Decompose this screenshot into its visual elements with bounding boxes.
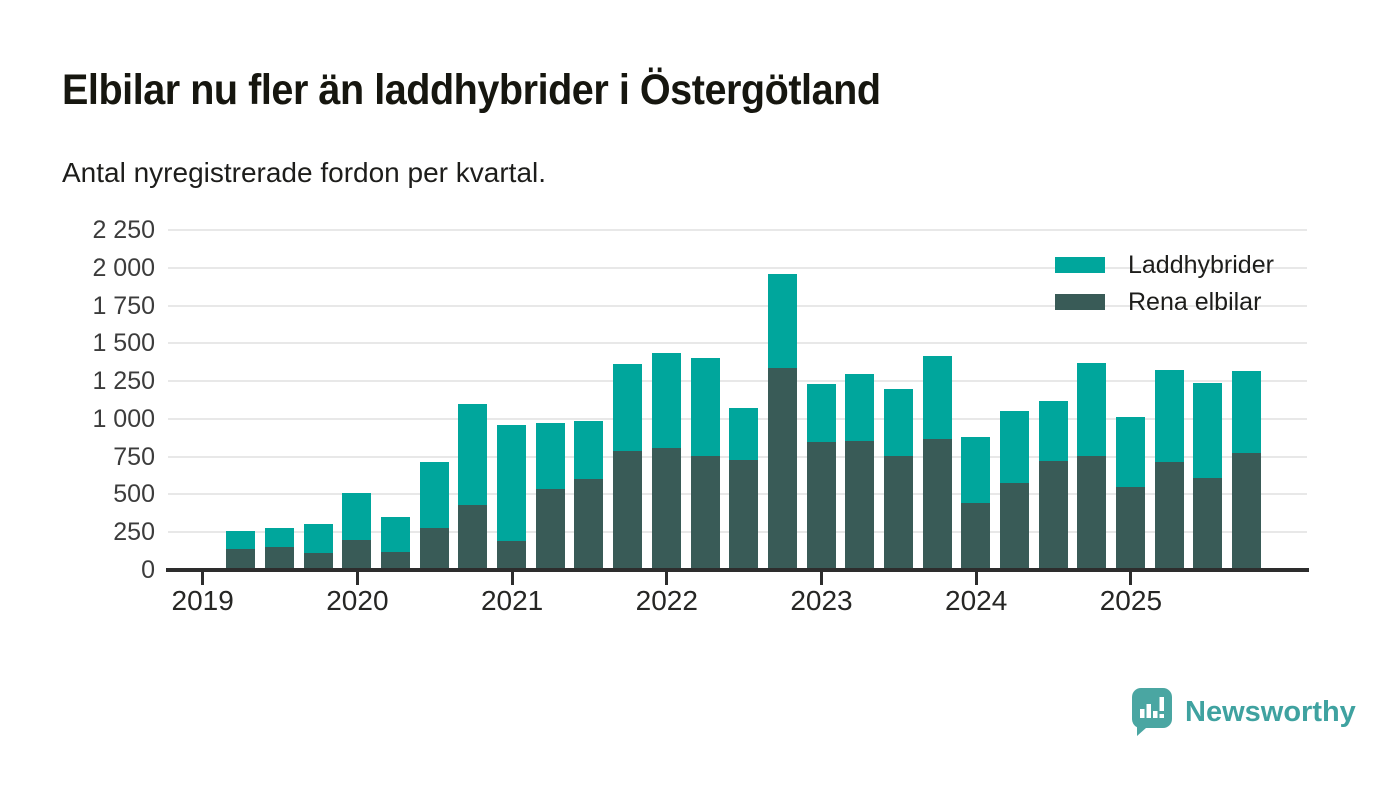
- bar-segment: [574, 421, 604, 480]
- brand-footer: Newsworthy: [1132, 688, 1356, 736]
- x-axis-tick: [1129, 570, 1133, 585]
- y-tick-label: 1 250: [92, 367, 155, 396]
- x-axis-tick: [201, 570, 205, 585]
- legend-row: Laddhybrider: [1055, 250, 1274, 280]
- gridline: [168, 304, 1307, 307]
- bar-segment: [613, 451, 643, 570]
- bar-segment: [922, 439, 952, 570]
- y-tick-label: 0: [141, 556, 155, 584]
- bar-segment: [342, 492, 372, 540]
- brand-name: Newsworthy: [1185, 695, 1356, 728]
- bar-segment: [1038, 400, 1068, 462]
- y-tick-label: 500: [113, 480, 155, 509]
- newsworthy-logo-icon: [1132, 688, 1172, 736]
- bar-segment: [690, 455, 720, 570]
- bar-segment: [1193, 477, 1223, 570]
- bar-segment: [1231, 452, 1261, 570]
- bar-segment: [613, 363, 643, 452]
- bar-segment: [381, 517, 411, 552]
- bar-segment: [651, 448, 681, 570]
- bar-segment: [497, 540, 527, 570]
- y-tick-label: 1 750: [92, 291, 155, 320]
- bar-segment: [1154, 461, 1184, 570]
- y-tick-label: 750: [113, 442, 155, 471]
- x-axis-tick: [974, 570, 978, 585]
- x-axis-tick: [510, 570, 514, 585]
- gridline: [168, 342, 1307, 345]
- bar-segment: [767, 368, 797, 570]
- legend-label: Laddhybrider: [1128, 250, 1274, 279]
- bar-segment: [1115, 417, 1145, 487]
- bar-segment: [767, 273, 797, 369]
- bar-segment: [845, 440, 875, 570]
- bar-segment: [303, 552, 333, 570]
- bar-segment: [419, 461, 449, 529]
- bar-segment: [535, 422, 565, 490]
- x-tick-label: 2019: [171, 585, 234, 616]
- legend-swatch: [1055, 257, 1105, 273]
- legend-label: Rena elbilar: [1128, 287, 1262, 316]
- x-tick-label: 2023: [790, 585, 853, 616]
- y-tick-label: 1 500: [92, 329, 155, 358]
- bar-segment: [303, 523, 333, 553]
- bar-segment: [961, 502, 991, 570]
- bar-segment: [651, 353, 681, 449]
- bar-segment: [458, 505, 488, 570]
- x-axis-tick: [355, 570, 359, 585]
- bar-segment: [419, 528, 449, 570]
- bar-segment: [458, 403, 488, 505]
- bar-segment: [922, 356, 952, 440]
- bar-segment: [574, 479, 604, 570]
- bar-segment: [961, 437, 991, 503]
- bar-segment: [1154, 369, 1184, 462]
- bar-segment: [883, 389, 913, 456]
- chart-subtitle: Antal nyregistrerade fordon per kvartal.: [62, 157, 547, 188]
- bar-segment: [1231, 370, 1261, 453]
- x-tick-label: 2025: [1099, 585, 1163, 616]
- x-tick-label: 2021: [480, 585, 544, 616]
- bar-segment: [845, 373, 875, 441]
- y-tick-label: 2 000: [92, 253, 155, 282]
- bar-segment: [729, 460, 759, 570]
- bar-segment: [1115, 486, 1145, 570]
- bar-segment: [999, 411, 1029, 484]
- bar-segment: [265, 546, 295, 570]
- bar-segment: [729, 407, 759, 461]
- x-axis-tick: [665, 570, 669, 585]
- y-tick-label: 250: [113, 518, 155, 547]
- bar-segment: [883, 455, 913, 570]
- bar-segment: [1077, 362, 1107, 456]
- legend-swatch: [1055, 294, 1105, 310]
- bar-segment: [535, 489, 565, 570]
- x-tick-label: 2022: [635, 585, 698, 616]
- x-axis-tick: [820, 570, 823, 585]
- chart-title: Elbilar nu fler än laddhybrider i Österg…: [62, 66, 881, 114]
- bar-segment: [1193, 383, 1223, 478]
- legend-row: Rena elbilar: [1055, 287, 1274, 317]
- y-tick-label: 1 000: [92, 404, 155, 433]
- bar-segment: [342, 539, 372, 570]
- gridline: [168, 380, 1307, 383]
- legend: Laddhybrider Rena elbilar: [1055, 250, 1274, 324]
- gridline: [168, 266, 1307, 269]
- x-axis-line: [166, 568, 1309, 572]
- bar-segment: [497, 424, 527, 541]
- bar-segment: [226, 530, 256, 549]
- x-tick-label: 2024: [945, 585, 1008, 616]
- x-tick-label: 2020: [326, 585, 389, 616]
- y-tick-label: 2 250: [92, 216, 155, 244]
- bar-segment: [690, 357, 720, 456]
- bar-segment: [381, 551, 411, 570]
- bar-segment: [1038, 461, 1068, 570]
- bar-segment: [806, 384, 836, 442]
- gridline: [168, 229, 1307, 231]
- bar-segment: [999, 483, 1029, 570]
- bar-segment: [806, 441, 836, 570]
- bar-segment: [265, 528, 295, 547]
- bar-segment: [226, 548, 256, 570]
- bar-segment: [1077, 455, 1107, 570]
